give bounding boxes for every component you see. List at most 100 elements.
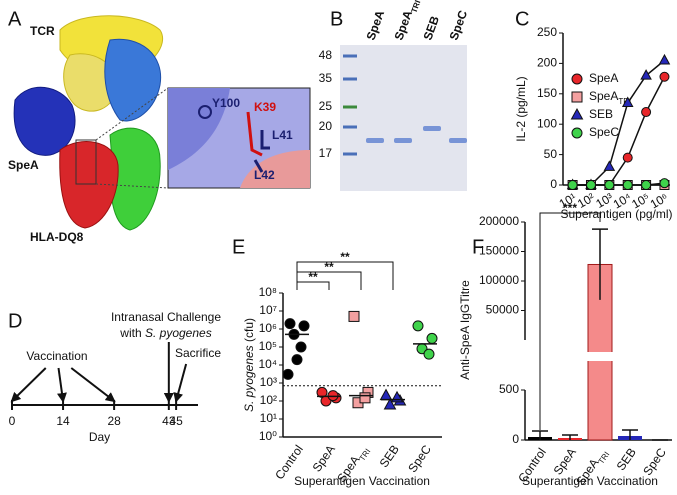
y-tick-label: 10² [260, 393, 277, 407]
lane-label-main: SpeA [364, 8, 388, 42]
structure-label: TCR [30, 24, 55, 38]
data-point [327, 390, 339, 402]
spea-blob [13, 86, 76, 156]
zoom-line [95, 183, 169, 189]
ladder-band [343, 105, 357, 109]
timeline-arrow [10, 367, 47, 403]
structure-label: SpeA [8, 158, 39, 172]
x-tick-label: SpeA [551, 446, 579, 478]
data-point [291, 354, 303, 366]
y-axis-label-italic: S. pyogenes [242, 345, 256, 412]
legend-label-main: SpeA [589, 89, 618, 103]
y-tick-label: 250 [537, 25, 557, 39]
event-label-italic: S. pyogenes [145, 326, 212, 340]
ladder-band [343, 152, 357, 156]
data-point [622, 152, 633, 163]
data-point [567, 180, 578, 190]
legend-label-main: SpeA [589, 71, 618, 85]
event-label: with S. pyogenes [119, 326, 211, 340]
timeline-tick-label: 28 [107, 414, 121, 428]
event-label: Sacrifice [175, 346, 221, 360]
significance-bracket [539, 212, 601, 430]
x-tick-label: SpeA [310, 443, 338, 475]
error-bar [622, 429, 638, 440]
lane-label-main: SpeC [447, 8, 471, 42]
y-axis-label: IL-2 (pg/mL) [514, 76, 528, 141]
legend-swatch [570, 107, 584, 120]
y-tick-label: 50000 [486, 303, 520, 317]
data-point [659, 71, 670, 82]
x-tick-label-main: SpeA [551, 446, 579, 478]
significance-label: ** [308, 270, 318, 284]
structure-label: HLA-DQ8 [30, 230, 84, 244]
data-point [284, 318, 296, 330]
data-point [658, 53, 671, 65]
legend-label: SpeATRI [589, 89, 631, 105]
inset-red [240, 150, 310, 188]
data-point [604, 180, 615, 190]
y-tick-label: 10⁸ [259, 285, 277, 299]
lane-label: SpeATRI [392, 0, 422, 43]
error-bar [532, 430, 548, 440]
data-point [383, 397, 397, 410]
structure-panel: TCR SpeA HLA-DQ8 Y100 K39 L41 L42 [8, 15, 311, 244]
legend-swatch [571, 73, 583, 85]
x-tick-label: SEB [377, 443, 402, 471]
timeline-arrow [173, 363, 188, 403]
data-point [585, 180, 596, 190]
y-tick-label: 100000 [479, 273, 519, 287]
gel-band [394, 138, 412, 143]
panel-label: E [232, 236, 245, 258]
significance-label: ** [340, 250, 350, 264]
ladder-label: 17 [319, 146, 333, 160]
x-axis-label: Superantigen (pg/ml) [560, 207, 672, 221]
legend-swatch [571, 127, 583, 139]
significance-bracket [296, 261, 394, 290]
error-bar [592, 228, 608, 300]
y-tick-label: 50 [544, 147, 558, 161]
residue-label: L41 [272, 128, 293, 142]
panel-label: D [8, 310, 22, 332]
y-axis-label: Anti-SpeA IgGTitre [458, 280, 472, 380]
legend-label-sub: TRI [618, 97, 631, 106]
y-tick-label: 10⁰ [259, 429, 277, 443]
lane-label-main: SEB [421, 14, 443, 42]
y-tick-label: 10⁶ [259, 321, 277, 335]
zoom-line [95, 87, 169, 141]
data-point [622, 180, 633, 190]
x-tick-label-main: SEB [614, 446, 639, 474]
gel-band [449, 138, 467, 143]
event-label-main: with [119, 326, 141, 340]
data-point [641, 180, 652, 190]
lane-label-sub: TRI [409, 0, 422, 14]
y-tick-label: 10⁷ [259, 303, 277, 317]
lane-label: SpeC [447, 8, 471, 42]
y-tick-label: 10³ [260, 375, 277, 389]
data-point [641, 107, 652, 118]
legend-label: SpeC [589, 125, 619, 139]
zoom-box [75, 139, 97, 185]
legend-swatch [571, 91, 583, 103]
timeline-tick-label: 14 [56, 414, 70, 428]
lane-label: SEB [421, 14, 443, 42]
data-point [298, 320, 310, 332]
axis-break [526, 352, 673, 361]
x-tick-label-main: SEB [377, 443, 402, 471]
panel-label: A [8, 8, 22, 30]
timeline-axis-label: Day [89, 430, 110, 444]
significance-label: *** [563, 201, 577, 215]
y-tick-label: 500 [499, 382, 519, 396]
legend-label: SpeA [589, 71, 618, 85]
data-point [640, 69, 652, 80]
ladder-label: 35 [319, 71, 333, 85]
residue [246, 111, 263, 157]
y-tick-label: 10¹ [260, 411, 277, 425]
residue [253, 130, 270, 173]
lane-label: SpeA [364, 8, 388, 42]
data-point [412, 320, 424, 332]
data-point [282, 368, 294, 380]
mhc-red-blob [59, 141, 119, 229]
x-axis-label: Superantigen Vaccination [522, 474, 658, 488]
x-tick-label-main: SpeC [405, 442, 434, 475]
